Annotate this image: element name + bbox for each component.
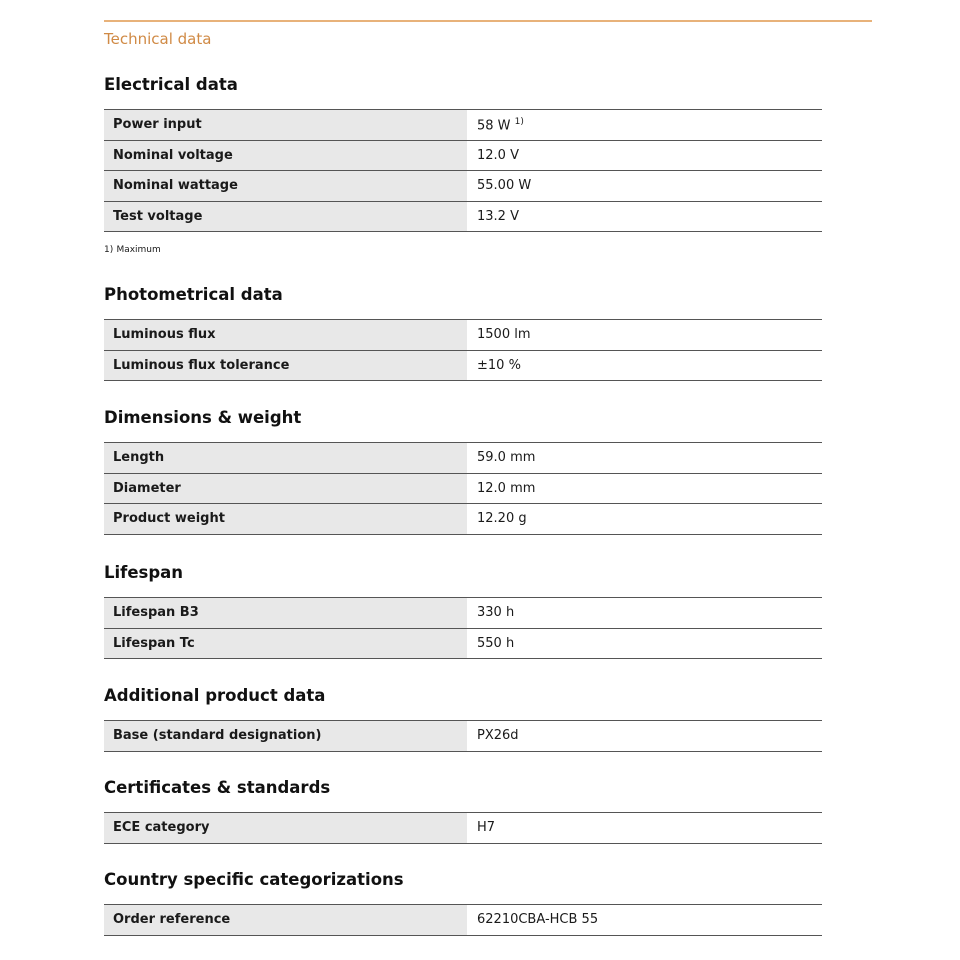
value-text: 55.00 W	[477, 178, 532, 194]
spec-label: Nominal wattage	[104, 170, 467, 202]
value-text: 59.0 mm	[477, 450, 536, 466]
value-text: 62210CBA-HCB 55	[477, 912, 599, 928]
table-row: Length 59.0 mm	[104, 442, 822, 474]
footnote-ref: 1)	[514, 116, 524, 127]
value-text: H7	[477, 820, 496, 836]
page-title: Technical data	[104, 30, 212, 48]
section-dimensions-weight: Dimensions & weight Length 59.0 mm Diameter…	[104, 406, 822, 535]
spec-label: Diameter	[104, 473, 467, 504]
spec-label: ECE category	[104, 812, 467, 844]
spec-value: ±10 %	[467, 350, 822, 381]
spec-label: Lifespan Tc	[104, 628, 467, 659]
section-country-specific-categorizations: Country specific categorizations Order re…	[104, 868, 822, 936]
footnote-mark: 1)	[104, 245, 114, 255]
value-text: 550 h	[477, 635, 515, 651]
section-heading: Lifespan	[104, 563, 184, 582]
table-row: Test voltage 13.2 V	[104, 201, 822, 232]
value-text: 13.2 V	[477, 208, 519, 224]
spec-label: Luminous flux tolerance	[104, 350, 467, 381]
value-text: 12.0 mm	[477, 480, 536, 496]
value-text: 330 h	[477, 605, 515, 621]
table-row: Nominal wattage 55.00 W	[104, 170, 822, 202]
spec-value: 55.00 W	[467, 170, 822, 202]
spec-value: 13.2 V	[467, 201, 822, 232]
top-divider	[104, 20, 872, 22]
section-heading: Country specific categorizations	[104, 870, 404, 889]
spec-value: 1500 lm	[467, 319, 822, 351]
spec-value: 12.20 g	[467, 503, 822, 535]
spec-label: Luminous flux	[104, 319, 467, 351]
section-additional-product-data: Additional product data Base (standard de…	[104, 684, 822, 752]
spec-value: 550 h	[467, 628, 822, 659]
section-electrical-data: Electrical data Power input 58 W 1) Nominal…	[104, 73, 822, 232]
value-text: ±10 %	[477, 357, 521, 373]
value-text: 12.0 V	[477, 147, 519, 163]
table-row: Lifespan B3 330 h	[104, 597, 822, 629]
section-certificates-standards: Certificates & standards ECE category H7	[104, 776, 822, 844]
spec-value: 12.0 mm	[467, 473, 822, 504]
spec-value: 59.0 mm	[467, 442, 822, 474]
spec-label: Test voltage	[104, 201, 467, 232]
table-row: ECE category H7	[104, 812, 822, 844]
section-heading: Certificates & standards	[104, 778, 331, 797]
spec-table: ECE category H7	[104, 812, 822, 844]
spec-table: Lifespan B3 330 h Lifespan Tc 550 h	[104, 597, 822, 659]
spec-label: Base (standard designation)	[104, 720, 467, 752]
value-text: 12.20 g	[477, 511, 527, 527]
section-heading: Electrical data	[104, 75, 238, 94]
spec-label: Lifespan B3	[104, 597, 467, 629]
section-photometrical-data: Photometrical data Luminous flux 1500 lm Lu…	[104, 283, 822, 381]
spec-table: Order reference 62210CBA-HCB 55	[104, 904, 822, 936]
section-lifespan: Lifespan Lifespan B3 330 h Lifespan Tc 550 h	[104, 561, 822, 659]
spec-value: 12.0 V	[467, 140, 822, 171]
spec-value: 58 W 1)	[467, 109, 822, 141]
section-heading: Photometrical data	[104, 285, 283, 304]
value-text: 58 W	[477, 117, 511, 133]
spec-table: Base (standard designation) PX26d	[104, 720, 822, 752]
table-row: Nominal voltage 12.0 V	[104, 140, 822, 171]
table-row: Order reference 62210CBA-HCB 55	[104, 904, 822, 936]
footnote-text: Maximum	[116, 245, 161, 255]
spec-value: 62210CBA-HCB 55	[467, 904, 822, 936]
section-heading: Additional product data	[104, 686, 326, 705]
footnote: 1) Maximum	[104, 244, 161, 255]
spec-label: Power input	[104, 109, 467, 141]
table-row: Luminous flux 1500 lm	[104, 319, 822, 351]
table-row: Power input 58 W 1)	[104, 109, 822, 141]
value-text: PX26d	[477, 728, 519, 744]
spec-label: Nominal voltage	[104, 140, 467, 171]
table-row: Base (standard designation) PX26d	[104, 720, 822, 752]
table-row: Diameter 12.0 mm	[104, 473, 822, 504]
spec-value: PX26d	[467, 720, 822, 752]
value-text: 1500 lm	[477, 327, 531, 343]
table-row: Product weight 12.20 g	[104, 503, 822, 535]
spec-table: Luminous flux 1500 lm Luminous flux tolera…	[104, 319, 822, 381]
table-row: Luminous flux tolerance ±10 %	[104, 350, 822, 381]
table-row: Lifespan Tc 550 h	[104, 628, 822, 659]
spec-value: H7	[467, 812, 822, 844]
spec-value: 330 h	[467, 597, 822, 629]
spec-table: Length 59.0 mm Diameter 12.0 mm Product weig…	[104, 442, 822, 535]
section-heading: Dimensions & weight	[104, 408, 302, 427]
spec-label: Product weight	[104, 503, 467, 535]
spec-label: Length	[104, 442, 467, 474]
spec-label: Order reference	[104, 904, 467, 936]
